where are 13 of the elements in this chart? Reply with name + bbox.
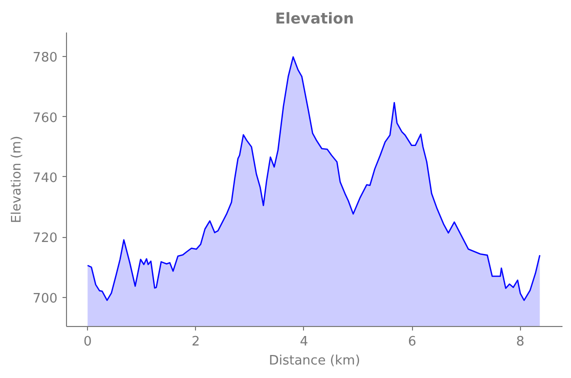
x-axis-title: Distance (km) — [268, 354, 360, 368]
chart-title: Elevation — [275, 10, 354, 28]
y-tick-label: 760 — [32, 110, 58, 126]
x-tick-label: 2 — [192, 334, 200, 350]
x-tick-label: 6 — [408, 334, 416, 350]
y-tick-label: 740 — [32, 170, 58, 186]
y-tick-label: 700 — [32, 291, 58, 306]
x-tick-label: 8 — [516, 334, 524, 350]
y-tick-label: 780 — [32, 50, 58, 66]
y-tick-label: 720 — [32, 231, 58, 246]
y-axis-title: Elevation (m) — [10, 136, 25, 224]
x-tick-label: 0 — [83, 334, 92, 350]
x-tick-label: 4 — [300, 334, 308, 350]
